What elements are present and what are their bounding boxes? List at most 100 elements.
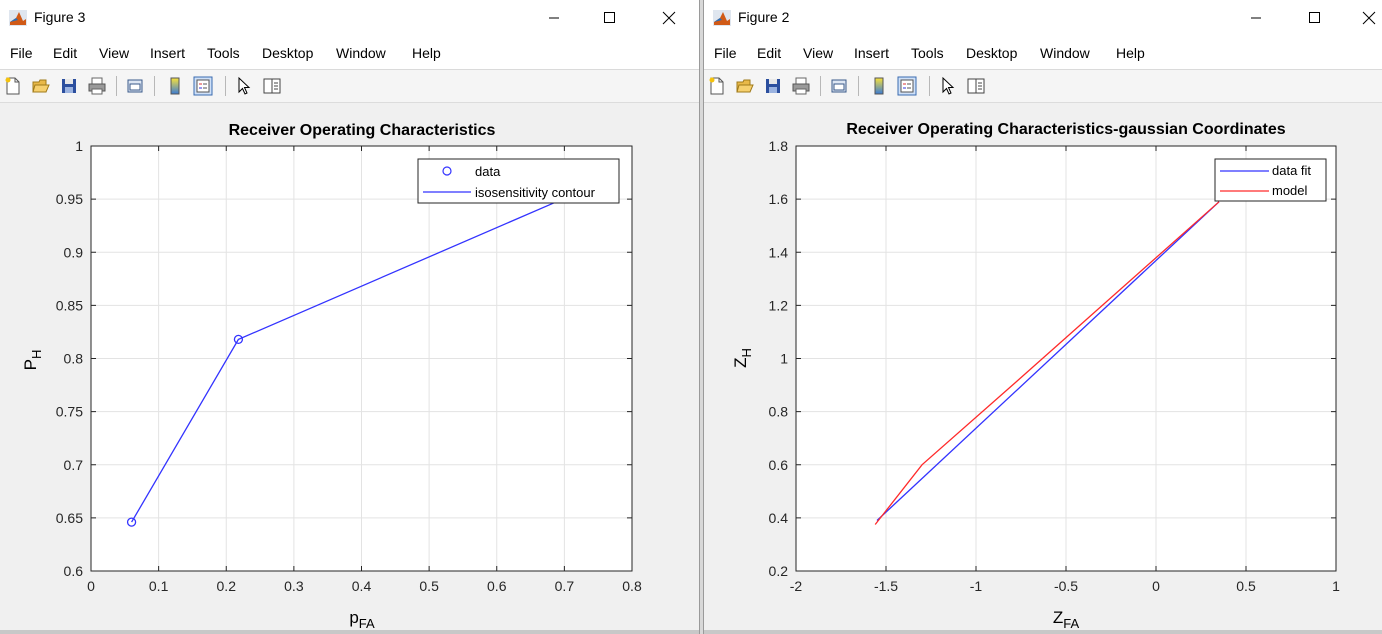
toolbar-separator [225, 76, 226, 96]
figure-canvas[interactable]: 0 0.1 0.2 0.3 0.4 0.5 0.6 0.7 0.8 0.6 0.65 0.7 0.75 0… [0, 103, 699, 634]
y-tick-label: 1.4 [769, 244, 789, 260]
window-gap [700, 0, 703, 634]
menu-desktop[interactable]: Desktop [262, 45, 314, 61]
colorbar-icon[interactable] [869, 76, 889, 96]
legend[interactable]: data fit model [1214, 158, 1327, 202]
menu-tools[interactable]: Tools [207, 45, 240, 61]
colorbar-icon[interactable] [165, 76, 185, 96]
pointer-icon[interactable] [938, 76, 958, 96]
save-icon[interactable] [763, 76, 783, 96]
y-tick-label: 0.8 [64, 351, 84, 367]
title-bar[interactable]: Figure 3 [0, 0, 699, 36]
grid [90, 145, 633, 572]
matlab-icon [9, 10, 27, 26]
toolbar-separator [929, 76, 930, 96]
open-file-icon[interactable] [31, 76, 51, 96]
y-axis-label: PH [21, 350, 44, 371]
y-tick-label: 0.2 [769, 563, 789, 579]
maximize-button[interactable] [1292, 0, 1338, 36]
print-icon[interactable] [791, 76, 811, 96]
legend-label-data-fit: data fit [1272, 163, 1311, 178]
open-file-icon[interactable] [735, 76, 755, 96]
y-axis-label: ZH [731, 348, 754, 368]
menu-tools[interactable]: Tools [911, 45, 944, 61]
x-tick-label: 0.1 [149, 578, 169, 594]
menu-edit[interactable]: Edit [53, 45, 78, 61]
menu-insert[interactable]: Insert [854, 45, 890, 61]
y-tick-label: 0.65 [56, 510, 83, 526]
y-tick-label: 1 [780, 351, 788, 367]
menu-edit[interactable]: Edit [757, 45, 782, 61]
y-tick-label: 1.6 [769, 191, 789, 207]
legend-label-model: model [1272, 183, 1308, 198]
x-tick-label: 0.2 [217, 578, 237, 594]
title-bar[interactable]: Figure 2 [704, 0, 1382, 36]
series-line-model[interactable] [874, 201, 1220, 525]
maximize-button[interactable] [587, 0, 633, 36]
property-inspector-icon[interactable] [966, 76, 986, 96]
legend-label-data: data [475, 164, 501, 179]
y-tick-label: 0.75 [56, 404, 83, 420]
menu-help[interactable]: Help [1116, 45, 1145, 61]
x-tick-label: 0.4 [352, 578, 372, 594]
toolbar-separator [154, 76, 155, 96]
minimize-button[interactable] [531, 0, 577, 36]
y-tick-label: 1.2 [769, 297, 789, 313]
y-tick-label: 1.8 [769, 138, 789, 154]
menu-window[interactable]: Window [1040, 45, 1090, 61]
print-icon[interactable] [87, 76, 107, 96]
y-tick-label: 0.6 [769, 457, 789, 473]
close-button[interactable] [1346, 0, 1382, 36]
x-tick-label: 1 [1332, 578, 1340, 594]
legend[interactable]: data isosensitivity contour [417, 158, 620, 204]
y-tick-label: 0.8 [769, 404, 789, 420]
menu-help[interactable]: Help [412, 45, 441, 61]
roc-chart[interactable]: 0 0.1 0.2 0.3 0.4 0.5 0.6 0.7 0.8 0.6 0.65 0.7 0.75 0… [0, 103, 700, 634]
legend-marker-data [442, 166, 452, 176]
series-group [126, 200, 558, 527]
status-strip [0, 630, 699, 634]
figure-toolbar [0, 70, 699, 103]
x-tick-label: 0.5 [1236, 578, 1256, 594]
close-button[interactable] [646, 0, 692, 36]
figure-3-window: Figure 3 File Edit View Insert Tools Des… [0, 0, 700, 634]
y-tick-label: 0.7 [64, 457, 84, 473]
window-title: Figure 2 [738, 9, 790, 25]
x-axis-label: ZFA [1053, 608, 1080, 631]
chart-title: Receiver Operating Characteristics-gauss… [846, 121, 1285, 138]
menu-view[interactable]: View [99, 45, 130, 61]
menu-file[interactable]: File [10, 45, 33, 61]
figure-canvas[interactable]: -2 -1.5 -1 -0.5 0 0.5 1 0.2 0.4 0.6 0.8 1 1.2 1.4 1.6 1… [704, 103, 1382, 634]
menu-insert[interactable]: Insert [150, 45, 186, 61]
link-plot-icon[interactable] [125, 76, 145, 96]
menu-window[interactable]: Window [336, 45, 386, 61]
property-inspector-icon[interactable] [262, 76, 282, 96]
matlab-icon [713, 10, 731, 26]
x-tick-label: -1.5 [874, 578, 898, 594]
minimize-button[interactable] [1233, 0, 1279, 36]
x-tick-label: 0 [87, 578, 95, 594]
menu-file[interactable]: File [714, 45, 737, 61]
ticks: -2 -1.5 -1 -0.5 0 0.5 1 0.2 0.4 0.6 0.8 1 1.2 1.4 1.6 1… [769, 138, 1341, 594]
save-icon[interactable] [59, 76, 79, 96]
x-tick-label: -1 [970, 578, 983, 594]
legend-icon[interactable] [897, 76, 917, 96]
menu-desktop[interactable]: Desktop [966, 45, 1018, 61]
gaussian-roc-chart[interactable]: -2 -1.5 -1 -0.5 0 0.5 1 0.2 0.4 0.6 0.8 1 1.2 1.4 1.6 1… [704, 103, 1382, 634]
y-tick-label: 0.85 [56, 297, 83, 313]
data-point-data[interactable] [233, 334, 244, 345]
legend-icon[interactable] [193, 76, 213, 96]
series-line-data-fit[interactable] [876, 201, 1220, 521]
series-line-isosensitivity-contour[interactable] [131, 200, 558, 523]
x-tick-label: 0.7 [555, 578, 575, 594]
new-figure-icon[interactable] [3, 76, 23, 96]
link-plot-icon[interactable] [829, 76, 849, 96]
x-tick-label: 0.3 [284, 578, 304, 594]
menu-bar: File Edit View Insert Tools Desktop Wind… [704, 36, 1382, 70]
x-tick-label: 0.5 [419, 578, 439, 594]
pointer-icon[interactable] [234, 76, 254, 96]
menu-view[interactable]: View [803, 45, 834, 61]
new-figure-icon[interactable] [707, 76, 727, 96]
menu-bar: File Edit View Insert Tools Desktop Wind… [0, 36, 699, 93]
data-point-data[interactable] [126, 517, 137, 527]
